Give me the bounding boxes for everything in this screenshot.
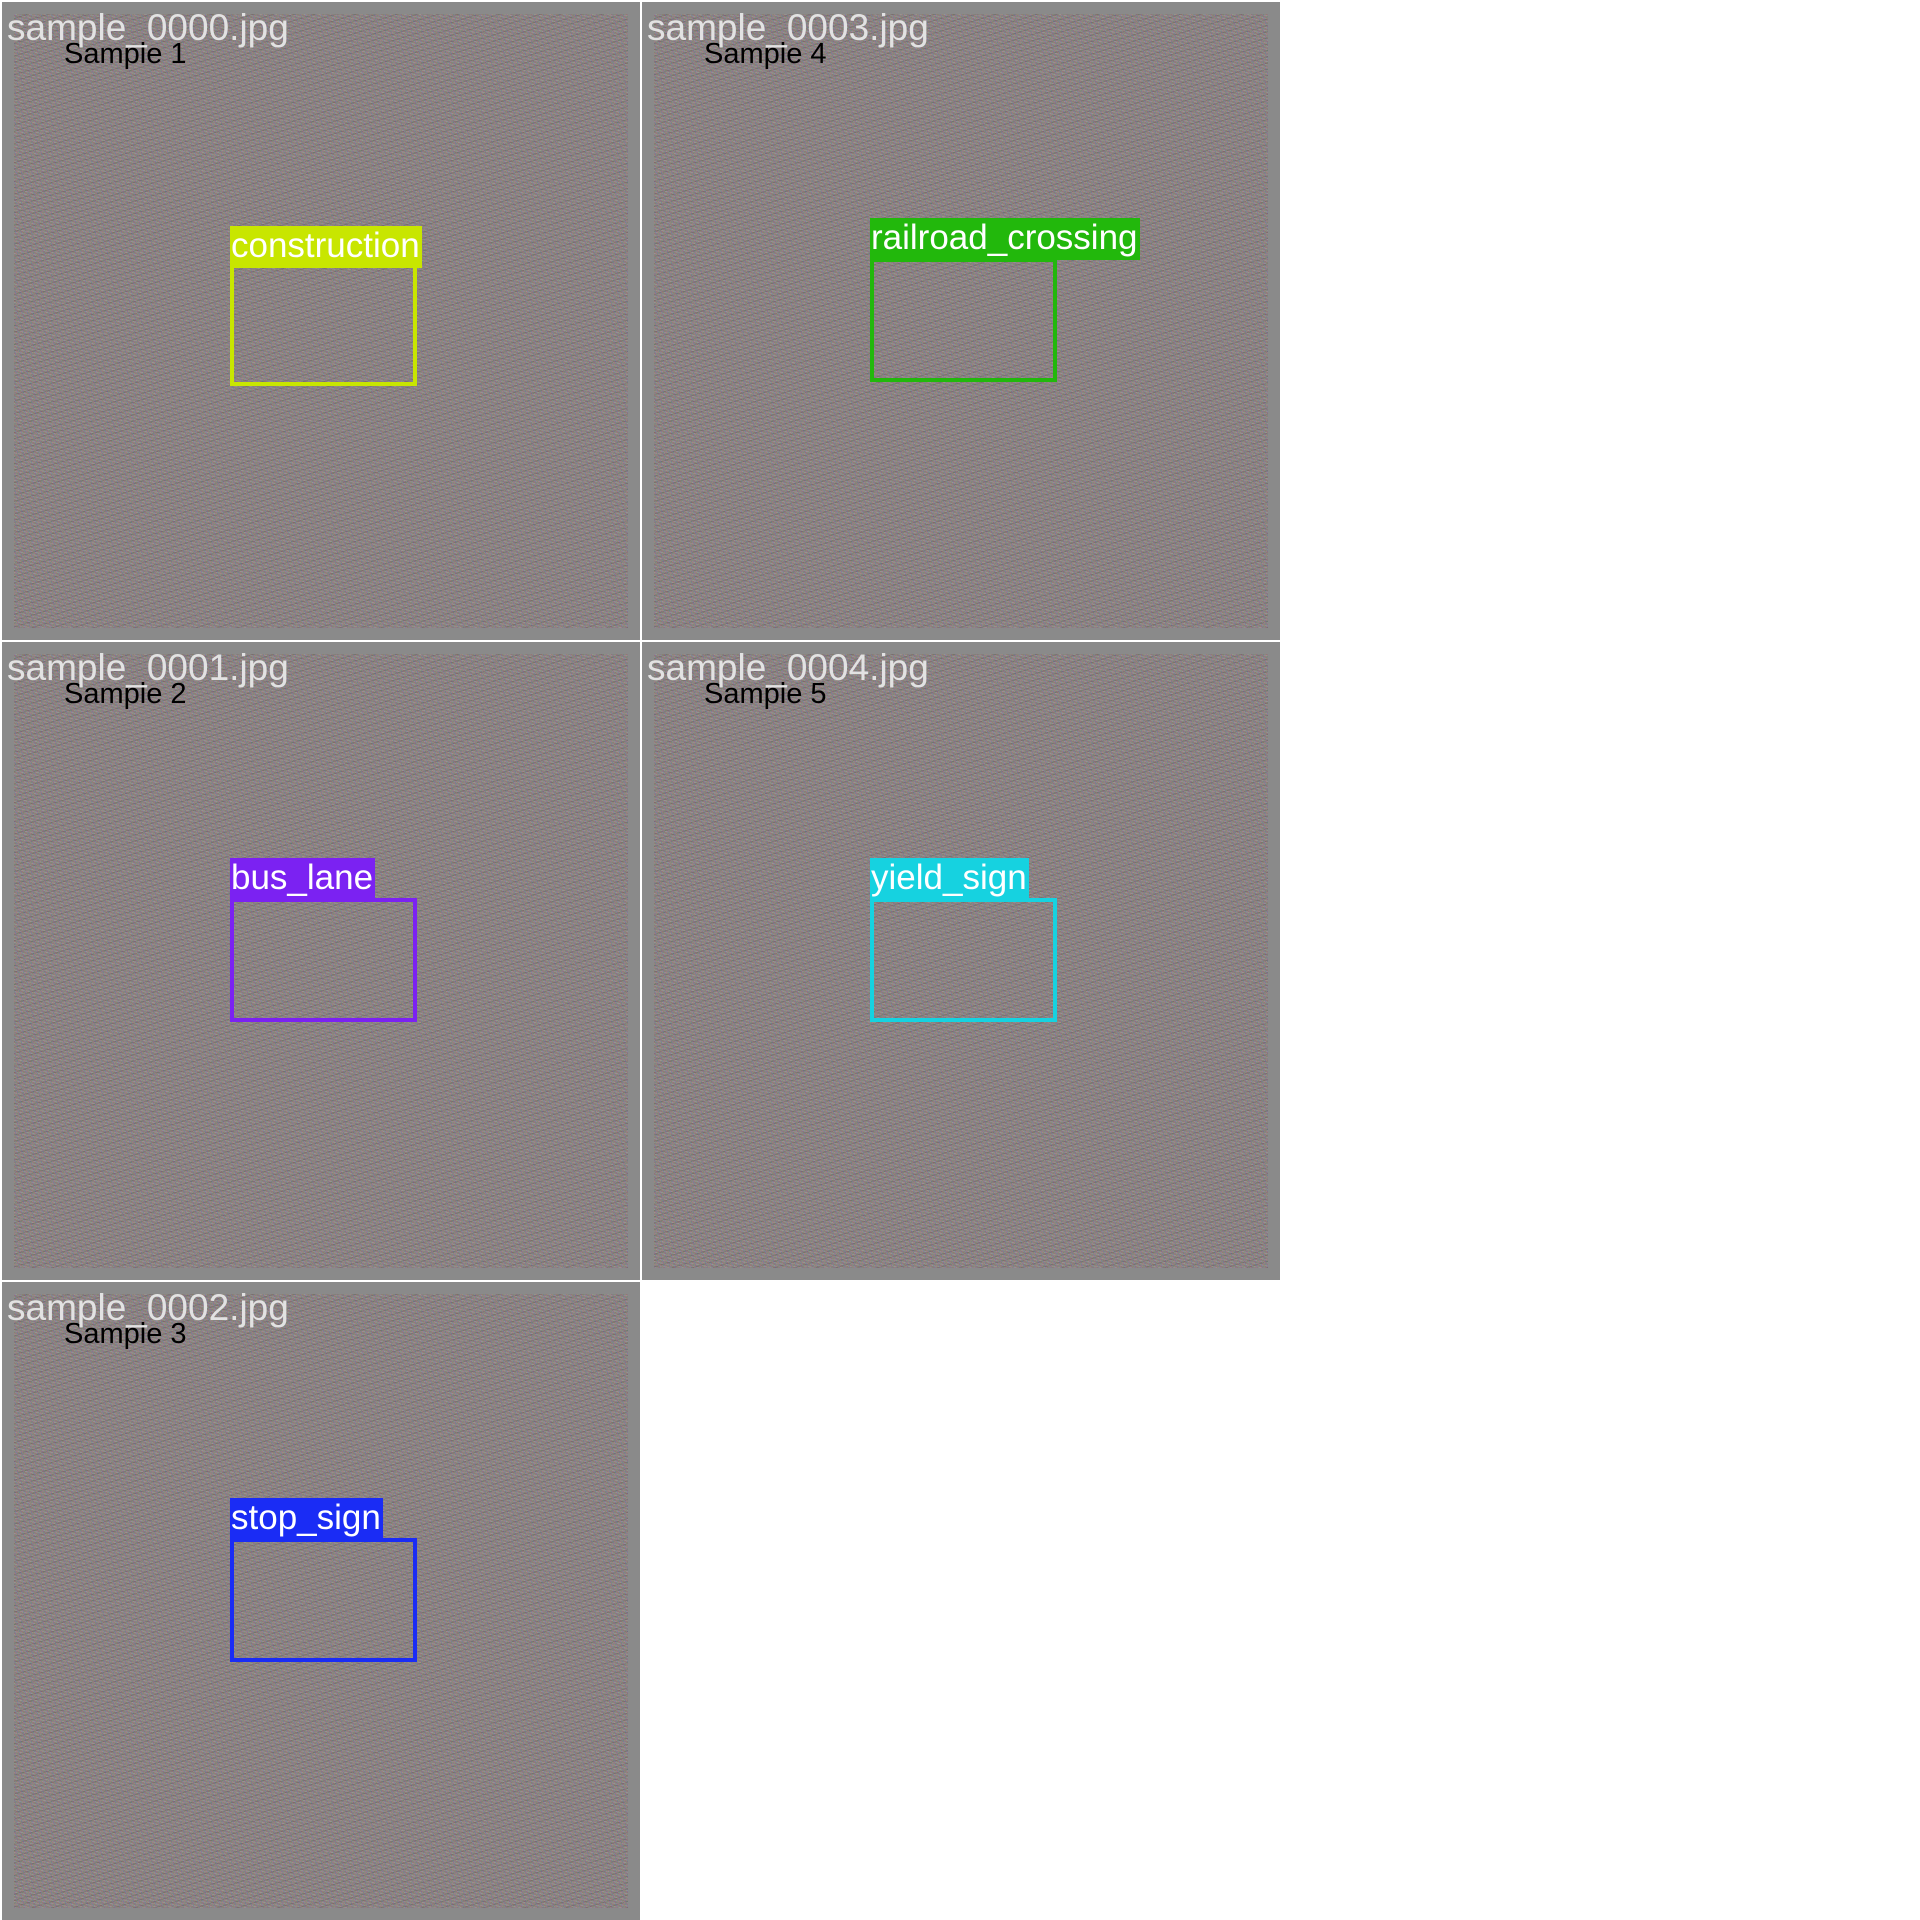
sample-tile-0003: sample_0003.jpg Sample 4 railroad_crossi… [642,2,1280,640]
bounding-box [230,898,417,1022]
sample-tile-0004: sample_0004.jpg Sample 5 yield_sign [642,642,1280,1280]
sample-tile-0000: sample_0000.jpg Sample 1 construction [2,2,640,640]
noise-image [654,14,1268,628]
filename-caption: sample_0003.jpg [647,7,929,48]
noise-image [14,14,628,628]
bounding-box-label: railroad_crossing [870,218,1140,260]
sample-label: Sample 4 [704,38,827,70]
sample-tile-0001: sample_0001.jpg Sample 2 bus_lane [2,642,640,1280]
sample-label: Sample 5 [704,678,827,710]
noise-image [654,654,1268,1268]
sample-label: Sample 1 [64,38,187,70]
filename-caption: sample_0001.jpg [7,647,289,688]
bounding-box-label: yield_sign [870,858,1029,900]
bounding-box [230,262,417,386]
filename-caption: sample_0004.jpg [647,647,929,688]
sample-label: Sample 3 [64,1318,187,1350]
sample-tile-0002: sample_0002.jpg Sample 3 stop_sign [2,1282,640,1920]
noise-image [14,654,628,1268]
bounding-box-label: bus_lane [230,858,376,900]
bounding-box-label: construction [230,226,422,268]
filename-caption: sample_0000.jpg [7,7,289,48]
noise-image [14,1294,628,1908]
sample-label: Sample 2 [64,678,187,710]
bounding-box [870,898,1057,1022]
bounding-box [230,1538,417,1662]
filename-caption: sample_0002.jpg [7,1287,289,1328]
bounding-box [870,258,1057,382]
bounding-box-label: stop_sign [230,1498,383,1540]
